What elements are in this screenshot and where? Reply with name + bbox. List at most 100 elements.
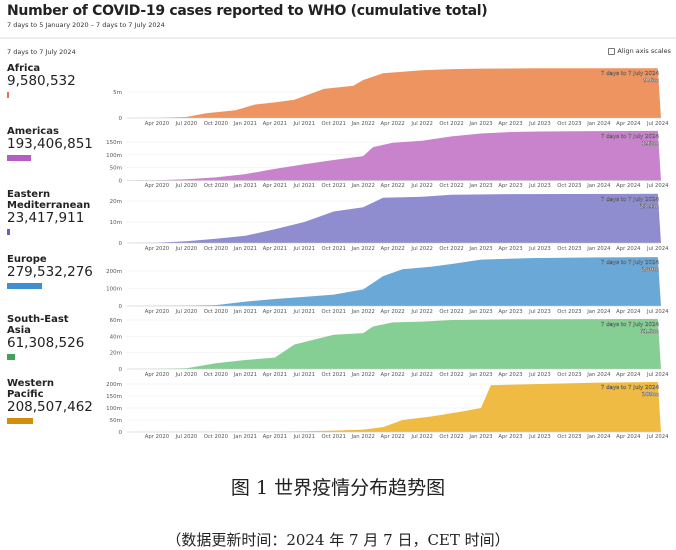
x-tick-label: Oct 2022	[439, 121, 463, 127]
share-bar	[7, 354, 15, 360]
x-tick-label: Oct 2023	[557, 183, 581, 189]
x-tick-label: Jul 2020	[175, 434, 198, 440]
x-tick-label: Oct 2021	[322, 121, 346, 127]
x-tick-label: Jul 2024	[646, 309, 669, 315]
x-tick-label: Jul 2020	[175, 309, 198, 315]
area-charts: 0 5m Apr 2020 Jul 2020 Oct 2020 Jan 2021 Apr 2…	[106, 68, 670, 440]
x-tick-label: Apr 2022	[380, 309, 404, 315]
region-total: 61,308,526	[7, 335, 85, 351]
x-tick-label: Jan 2023	[468, 246, 492, 252]
region-summary: South-East Asia 61,308,526	[7, 314, 87, 360]
panel-western-pacific: 0 50m 100m 150m 200m Apr 2020 Jul 2020 Oct 2020…	[106, 382, 669, 440]
x-tick-label: Oct 2022	[439, 434, 463, 440]
x-tick-label: Apr 2020	[145, 183, 170, 189]
panel-europe: 0 100m 200m Apr 2020 Jul 2020 Oct 2020 Jan 202…	[106, 257, 669, 315]
y-tick-label: 150m	[106, 394, 122, 400]
x-tick-label: Apr 2022	[380, 183, 404, 189]
x-tick-label: Apr 2023	[498, 246, 522, 252]
y-tick-label: 0	[119, 179, 123, 185]
align-axis-scales-checkbox[interactable]: Align axis scales	[608, 47, 671, 55]
period-label: 7 days to 7 July 2024	[7, 48, 76, 56]
share-bar	[7, 418, 34, 424]
chart-subtitle: 7 days to 5 January 2020 – 7 days to 7 J…	[7, 21, 165, 29]
x-tick-label: Apr 2023	[498, 183, 522, 189]
x-tick-label: Apr 2021	[263, 434, 287, 440]
x-tick-label: Oct 2021	[322, 434, 346, 440]
y-tick-label: 50m	[110, 418, 122, 424]
x-tick-label: Jan 2024	[586, 434, 611, 440]
area-series	[127, 257, 661, 306]
end-date-label: 7 days to 7 July 2024	[601, 385, 660, 391]
region-total: 23,417,911	[7, 210, 85, 226]
x-tick-label: Apr 2023	[498, 372, 522, 378]
region-name: Africa	[7, 63, 41, 74]
x-tick-label: Apr 2021	[263, 246, 287, 252]
y-tick-label: 0	[119, 241, 123, 247]
x-tick-label: Jul 2024	[646, 434, 669, 440]
x-tick-label: Jan 2022	[351, 121, 375, 127]
x-tick-label: Jan 2024	[586, 309, 611, 315]
x-tick-label: Apr 2023	[498, 434, 522, 440]
x-tick-label: Jan 2021	[233, 309, 257, 315]
x-tick-label: Jan 2021	[233, 121, 257, 127]
x-tick-label: Jul 2024	[646, 183, 669, 189]
share-bar	[7, 155, 32, 161]
x-tick-label: Apr 2024	[616, 434, 641, 440]
end-value-label: 193m	[642, 141, 659, 147]
x-tick-label: Jan 2021	[233, 183, 257, 189]
x-tick-label: Apr 2021	[263, 372, 287, 378]
x-tick-label: Jan 2023	[468, 309, 492, 315]
panel-eastern-mediterranean: 0 10m 20m Apr 2020 Jul 2020 Oct 2020 Jan 2021 A…	[110, 193, 669, 252]
x-tick-label: Apr 2024	[616, 372, 641, 378]
checkbox-icon[interactable]	[608, 47, 616, 55]
region-summary: Eastern Mediterranean 23,417,911	[7, 189, 91, 235]
divider	[0, 37, 676, 39]
area-series	[127, 193, 661, 243]
x-tick-label: Oct 2020	[204, 121, 229, 127]
x-tick-label: Jan 2023	[468, 121, 492, 127]
y-tick-label: 150m	[106, 140, 122, 146]
x-tick-label: Jan 2021	[233, 434, 257, 440]
end-date-label: 7 days to 7 July 2024	[601, 260, 660, 266]
area-series	[127, 382, 661, 432]
end-value-label: 23.4m	[640, 204, 660, 210]
x-tick-label: Oct 2020	[204, 372, 229, 378]
region-name: Eastern Mediterranean	[7, 189, 91, 211]
x-tick-label: Jul 2022	[410, 246, 433, 252]
x-tick-label: Oct 2020	[204, 246, 229, 252]
x-tick-label: Apr 2020	[145, 372, 170, 378]
x-tick-label: Jul 2023	[528, 121, 551, 127]
x-tick-label: Apr 2022	[380, 246, 404, 252]
x-tick-label: Jan 2023	[468, 434, 492, 440]
region-total: 193,406,851	[7, 136, 93, 152]
y-tick-label: 50m	[110, 166, 122, 172]
region-total: 208,507,462	[7, 399, 93, 415]
x-tick-label: Jul 2023	[528, 183, 551, 189]
x-tick-label: Jul 2023	[528, 372, 551, 378]
x-tick-label: Apr 2020	[145, 434, 170, 440]
y-tick-label: 5m	[113, 90, 122, 96]
region-name: South-East Asia	[7, 314, 69, 336]
x-tick-label: Apr 2023	[498, 309, 522, 315]
y-tick-label: 200m	[106, 269, 122, 275]
x-tick-label: Jan 2023	[468, 372, 492, 378]
x-tick-label: Oct 2020	[204, 434, 229, 440]
x-tick-label: Jan 2022	[351, 246, 375, 252]
region-total: 9,580,532	[7, 73, 76, 89]
x-tick-label: Jan 2021	[233, 246, 257, 252]
x-tick-label: Oct 2022	[439, 246, 463, 252]
x-tick-label: Jul 2020	[175, 372, 198, 378]
x-tick-label: Jul 2021	[292, 434, 315, 440]
x-tick-label: Jan 2022	[351, 309, 375, 315]
x-tick-label: Apr 2020	[145, 309, 170, 315]
x-tick-label: Apr 2024	[616, 246, 641, 252]
y-tick-label: 200m	[106, 382, 122, 388]
x-tick-label: Jul 2022	[410, 372, 433, 378]
x-tick-label: Oct 2021	[322, 246, 346, 252]
x-tick-label: Oct 2022	[439, 309, 463, 315]
x-tick-label: Apr 2024	[616, 309, 641, 315]
region-summary: Western Pacific 208,507,462	[7, 378, 93, 424]
panel-south-east-asia: 0 20m 40m 60m Apr 2020 Jul 2020 Oct 2020 Jan 20…	[110, 318, 670, 378]
x-tick-label: Oct 2020	[204, 309, 229, 315]
y-tick-label: 60m	[110, 318, 122, 324]
